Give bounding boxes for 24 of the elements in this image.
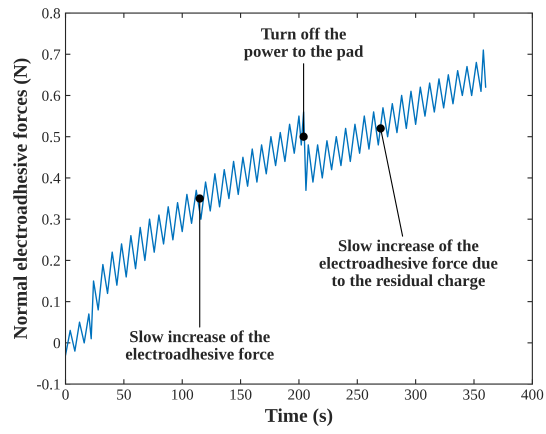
x-tick-label: 50 xyxy=(117,389,131,400)
x-tick-label: 200 xyxy=(288,389,310,400)
x-tick-label: 250 xyxy=(346,389,368,400)
annotation: Slow increase of the electroadhesive force due to the residual charge xyxy=(319,239,498,290)
annotation: Turn off the power to the pad xyxy=(244,28,364,60)
x-axis-title: Time (s) xyxy=(265,408,332,426)
y-tick-label: 0.4 xyxy=(42,173,60,184)
y-tick-label: 0.8 xyxy=(42,8,60,19)
y-tick-label: 0.2 xyxy=(42,256,60,266)
x-tick-label: 0 xyxy=(62,389,69,400)
y-tick-label: 0.7 xyxy=(42,49,60,60)
y-tick-label: 0.6 xyxy=(42,90,60,101)
y-axis-title: Normal electroadhesive forces (N) xyxy=(13,58,31,340)
x-tick-label: 300 xyxy=(404,389,427,400)
y-tick-label: 0.1 xyxy=(42,296,60,308)
x-tick-label: 400 xyxy=(521,389,544,400)
x-tick-label: 150 xyxy=(230,389,252,400)
x-tick-label: 100 xyxy=(172,389,194,400)
y-tick-label: -0.1 xyxy=(37,379,60,390)
y-tick-label: 0 xyxy=(54,338,60,348)
x-tick-label: 350 xyxy=(463,389,485,400)
y-tick-label: 0.5 xyxy=(42,132,60,142)
y-tick-label: 0.3 xyxy=(42,214,60,225)
annotation: Slow increase of the electroadhesive force xyxy=(126,330,274,360)
